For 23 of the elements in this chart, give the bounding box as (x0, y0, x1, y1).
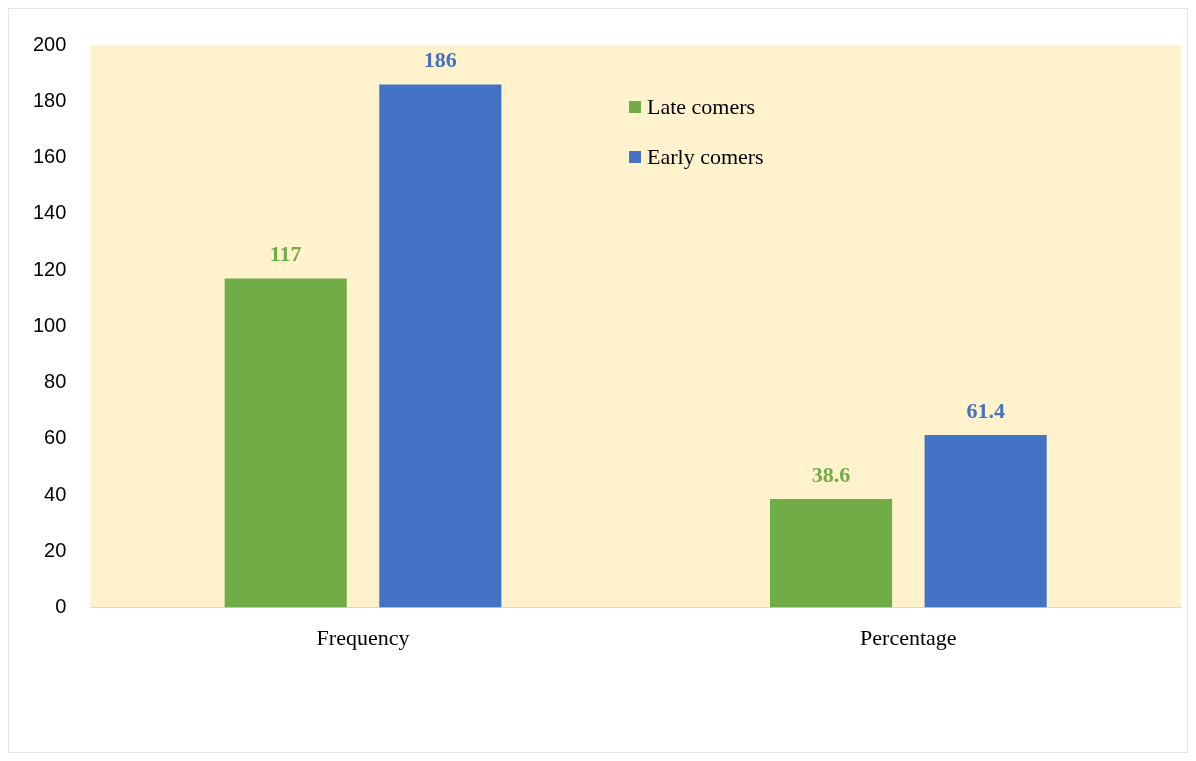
data-label: 117 (269, 241, 302, 267)
bar (769, 499, 893, 608)
bar (379, 84, 502, 608)
x-tick-label: Frequency (316, 624, 410, 650)
y-tick-label: 100 (32, 313, 67, 336)
y-tick-label: 20 (44, 538, 67, 561)
y-tick-label: 120 (32, 257, 67, 280)
y-tick-label: 180 (32, 88, 67, 111)
legend-label: Late comers (647, 94, 756, 120)
bar (224, 278, 347, 608)
data-label: 61.4 (966, 397, 1005, 423)
y-tick-label: 60 (44, 426, 67, 449)
y-tick-label: 140 (32, 201, 67, 224)
legend-label: Early comers (647, 144, 764, 170)
y-tick-label: 200 (32, 32, 67, 55)
data-label: 38.6 (811, 461, 851, 487)
y-tick-label: 40 (44, 482, 67, 505)
y-tick-label: 0 (55, 595, 67, 618)
data-label: 186 (423, 47, 457, 73)
y-tick-label: 160 (32, 145, 67, 168)
y-tick-label: 80 (44, 370, 67, 393)
x-tick-label: Percentage (860, 624, 957, 650)
bar (924, 434, 1047, 608)
